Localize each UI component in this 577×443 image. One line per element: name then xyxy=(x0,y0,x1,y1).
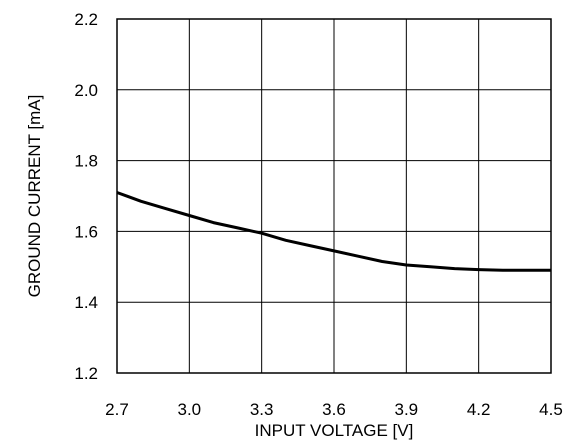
y-tick-label-4: 2.0 xyxy=(74,81,98,100)
y-tick-labels: 1.2 1.4 1.6 1.8 2.0 2.2 xyxy=(74,10,98,383)
y-tick-label-5: 2.2 xyxy=(74,10,98,29)
y-axis-title: GROUND CURRENT [mA] xyxy=(25,95,44,298)
x-tick-label-1: 3.0 xyxy=(178,400,202,419)
x-tick-label-3: 3.6 xyxy=(322,400,346,419)
y-tick-label-1: 1.4 xyxy=(74,293,98,312)
x-tick-label-4: 3.9 xyxy=(395,400,419,419)
x-axis-title: INPUT VOLTAGE [V] xyxy=(255,421,414,440)
x-tick-label-0: 2.7 xyxy=(105,400,129,419)
y-tick-label-0: 1.2 xyxy=(74,364,98,383)
series-line-0 xyxy=(116,191,551,272)
x-tick-label-2: 3.3 xyxy=(250,400,274,419)
x-tick-label-5: 4.2 xyxy=(467,400,491,419)
y-tick-label-2: 1.6 xyxy=(74,222,98,241)
x-tick-labels: 2.7 3.0 3.3 3.6 3.9 4.2 4.5 xyxy=(105,400,563,419)
y-tick-label-3: 1.8 xyxy=(74,152,98,171)
grid xyxy=(116,18,552,374)
plot-frame xyxy=(116,18,552,374)
x-tick-label-6: 4.5 xyxy=(539,400,563,419)
series-layer xyxy=(116,191,551,272)
